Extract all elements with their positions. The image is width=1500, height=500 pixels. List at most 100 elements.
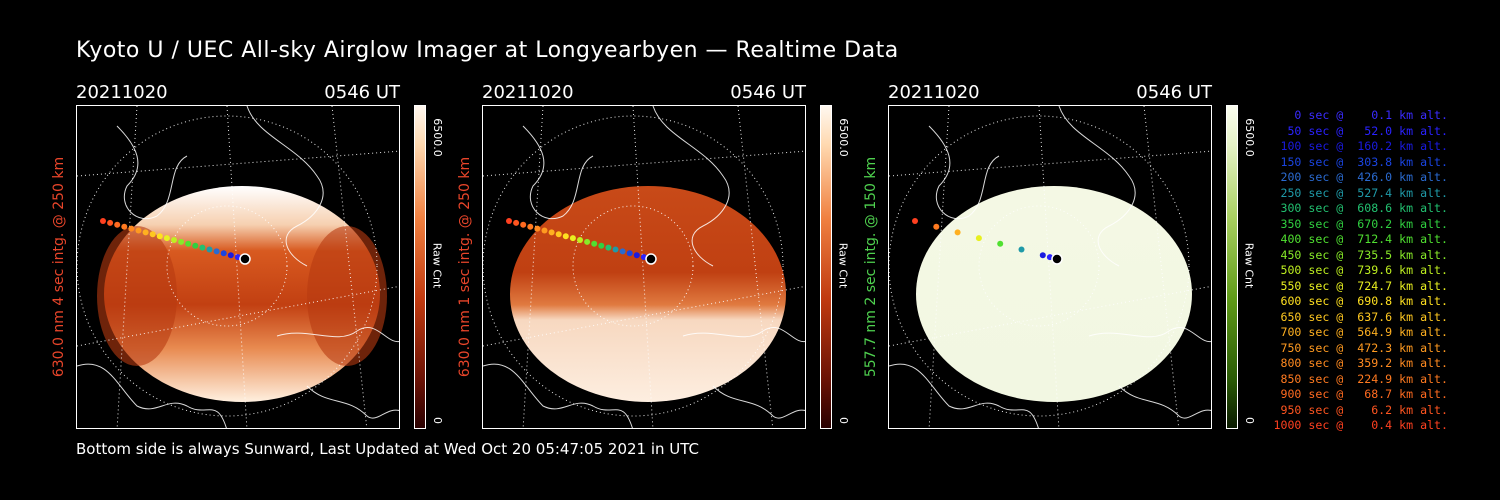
trajectory-dot [220, 250, 227, 257]
legend-row: 0 sec @ 0.1 km alt. [1273, 108, 1448, 122]
legend-row: 400 sec @ 712.4 km alt. [1273, 232, 1448, 246]
trajectory-dot [619, 248, 626, 255]
trajectory-dot [513, 219, 520, 226]
trajectory-dot [633, 252, 640, 259]
colorbar-min-label: 0 [430, 416, 444, 424]
legend-row: 1000 sec @ 0.4 km alt. [1273, 418, 1448, 432]
trajectory-dot [178, 238, 185, 245]
panel-time: 0546 UT [1136, 82, 1212, 103]
trajectory-dot [605, 244, 612, 251]
allsky-image [76, 105, 400, 429]
legend-row: 150 sec @ 303.8 km alt. [1273, 154, 1448, 169]
colorbar-min-label: 0 [1242, 416, 1256, 424]
trajectory-dot [192, 242, 199, 249]
legend-row: 800 sec @ 359.2 km alt. [1273, 356, 1448, 370]
trajectory-dot [163, 235, 170, 242]
panel-date: 20211020 [482, 82, 574, 103]
trajectory-dot [975, 235, 982, 242]
trajectory-dot [548, 229, 555, 236]
colorbar-unit-label: Raw Cnt [836, 242, 850, 288]
trajectory-dot [933, 223, 940, 230]
legend-row: 500 sec @ 739.6 km alt. [1273, 263, 1448, 277]
colorbar [1226, 105, 1238, 429]
altitude-legend: 0 sec @ 0.1 km alt. 50 sec @ 52.0 km alt… [1258, 108, 1448, 434]
legend-row: 950 sec @ 6.2 km alt. [1273, 402, 1448, 417]
trajectory-dot [569, 235, 576, 242]
trajectory-dot [584, 238, 591, 245]
airglow-panel-630nm-4s: 20211020 0546 UT 630.0 nm 4 sec intg. @ … [51, 80, 476, 432]
trajectory-dot [142, 229, 149, 236]
colorbar [414, 105, 426, 429]
legend-row: 850 sec @ 224.9 km alt. [1273, 371, 1448, 386]
legend-row: 250 sec @ 527.4 km alt. [1273, 185, 1448, 200]
trajectory-dot [626, 250, 633, 257]
trajectory-dot [555, 231, 562, 238]
panel-time: 0546 UT [730, 82, 806, 103]
trajectory-dot [520, 221, 527, 228]
trajectory-dot [206, 246, 213, 253]
colorbar-max-label: 6500.0 [430, 118, 444, 157]
legend-row: 50 sec @ 52.0 km alt. [1273, 123, 1448, 138]
legend-row: 450 sec @ 735.5 km alt. [1273, 247, 1448, 262]
trajectory-dot [107, 219, 114, 226]
legend-row: 600 sec @ 690.8 km alt. [1273, 294, 1448, 308]
trajectory-dot [135, 227, 142, 234]
panel-wavelength-label: 557.7 nm 2 sec intg. @ 150 km [863, 156, 879, 378]
legend-row: 750 sec @ 472.3 km alt. [1273, 340, 1448, 355]
airglow-panel-630nm-1s: 20211020 0546 UT 630.0 nm 1 sec intg. @ … [457, 80, 882, 432]
allsky-image [888, 105, 1212, 429]
trajectory-dot [185, 240, 192, 247]
panel-date: 20211020 [888, 82, 980, 103]
legend-row: 900 sec @ 68.7 km alt. [1273, 387, 1448, 401]
trajectory-dot [527, 223, 534, 230]
trajectory-dot [199, 244, 206, 251]
legend-row: 700 sec @ 564.9 km alt. [1273, 325, 1448, 339]
station-marker [645, 253, 657, 265]
panel-wavelength-label: 630.0 nm 1 sec intg. @ 250 km [457, 156, 473, 378]
colorbar-min-label: 0 [836, 416, 850, 424]
legend-row: 650 sec @ 637.6 km alt. [1273, 309, 1448, 324]
trajectory-dot [562, 233, 569, 240]
trajectory-dot [100, 218, 106, 224]
trajectory-dot [149, 231, 156, 238]
colorbar-max-label: 6500.0 [836, 118, 850, 157]
page-title: Kyoto U / UEC All-sky Airglow Imager at … [76, 38, 899, 63]
legend-row: 100 sec @ 160.2 km alt. [1273, 139, 1448, 153]
colorbar-unit-label: Raw Cnt [1242, 242, 1256, 288]
trajectory-dot [156, 233, 163, 240]
station-marker [239, 253, 251, 265]
legend-row: 550 sec @ 724.7 km alt. [1273, 278, 1448, 293]
panel-date: 20211020 [76, 82, 168, 103]
trajectory-dot [171, 237, 177, 243]
trajectory-dot [1039, 252, 1046, 259]
trajectory-dot [598, 242, 605, 249]
trajectory-dot [997, 240, 1004, 247]
station-marker [1051, 253, 1063, 265]
trajectory-dot [114, 221, 121, 228]
trajectory-dot [577, 237, 583, 243]
trajectory-dot [534, 225, 541, 232]
footer-note: Bottom side is always Sunward, Last Upda… [76, 440, 700, 458]
legend-row: 300 sec @ 608.6 km alt. [1273, 201, 1448, 215]
trajectory-dot [954, 229, 961, 236]
legend-row: 350 sec @ 670.2 km alt. [1273, 216, 1448, 231]
colorbar-max-label: 6500.0 [1242, 118, 1256, 157]
panel-time: 0546 UT [324, 82, 400, 103]
colorbar-unit-label: Raw Cnt [430, 242, 444, 288]
trajectory-dot [506, 218, 512, 224]
trajectory-dot [121, 223, 128, 230]
trajectory-dot [213, 248, 220, 255]
trajectory-dot [912, 218, 918, 224]
trajectory-dot [612, 246, 619, 253]
panel-wavelength-label: 630.0 nm 4 sec intg. @ 250 km [51, 156, 67, 378]
trajectory-dot [591, 240, 598, 247]
trajectory-dot [1018, 246, 1025, 253]
allsky-image [482, 105, 806, 429]
trajectory-dot [541, 227, 548, 234]
sky-image-disc [916, 186, 1192, 402]
trajectory-dot [227, 252, 234, 259]
trajectory-dot [128, 225, 135, 232]
legend-row: 200 sec @ 426.0 km alt. [1273, 170, 1448, 184]
colorbar [820, 105, 832, 429]
airglow-panel-557nm-2s: 20211020 0546 UT 557.7 nm 2 sec intg. @ … [863, 80, 1288, 432]
